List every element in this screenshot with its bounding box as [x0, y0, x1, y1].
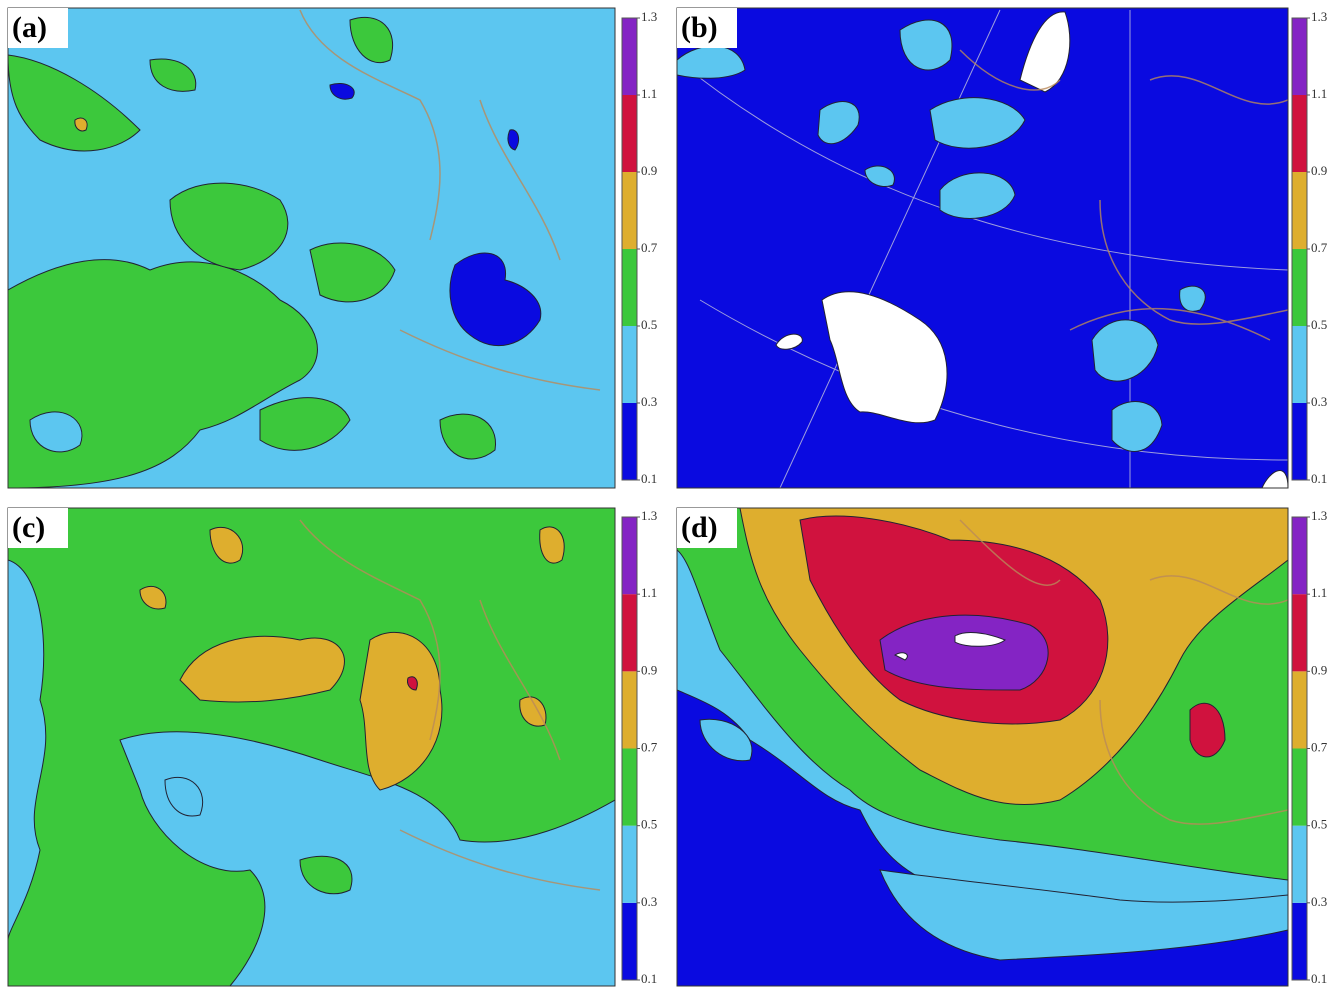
colorbar-tick-label: 0.9: [641, 163, 657, 178]
colorbar-segment: [622, 172, 637, 249]
colorbar-tick-label: 0.3: [1311, 894, 1327, 909]
colorbar-segment: [622, 95, 637, 172]
colorbar-segment: [1292, 594, 1307, 671]
colorbar-segment: [622, 749, 637, 826]
colorbar-segment: [1292, 249, 1307, 326]
colorbar-segment: [622, 326, 637, 403]
colorbar-tick-label: 0.7: [1311, 739, 1328, 754]
colorbar-segment: [1292, 671, 1307, 748]
colorbar-tick-label: 1.3: [641, 508, 657, 523]
colorbar-tick-label: 1.3: [641, 9, 657, 24]
colorbar-tick-label: 0.9: [1311, 163, 1327, 178]
page: {"panels": [{"label": "(a)"}, {"label": …: [0, 0, 1343, 990]
colorbar-tick-label: 1.1: [1311, 86, 1327, 101]
colorbar-tick-label: 0.3: [641, 394, 657, 409]
colorbar-tick-label: 0.5: [1311, 817, 1327, 832]
colorbar-tick-label: 1.3: [1311, 508, 1327, 523]
panel-label: (a): [12, 11, 47, 44]
colorbar-segment: [622, 903, 637, 980]
colorbar-segment: [622, 826, 637, 903]
colorbar-segment: [622, 671, 637, 748]
colorbar-tick-label: 0.3: [641, 894, 657, 909]
colorbar-segment: [622, 18, 637, 95]
colorbar-segment: [1292, 326, 1307, 403]
colorbar-tick-label: 0.9: [1311, 662, 1327, 677]
colorbar-tick-label: 0.5: [641, 317, 657, 332]
map-d: [677, 508, 1288, 986]
map-c: [8, 508, 615, 986]
colorbar-tick-label: 0.7: [641, 240, 658, 255]
colorbar-segment: [1292, 749, 1307, 826]
colorbar-tick-label: 0.1: [1311, 971, 1327, 986]
colorbar-tick-label: 0.1: [641, 471, 657, 486]
colorbar-segment: [622, 249, 637, 326]
colorbar-segment: [1292, 903, 1307, 980]
colorbar-segment: [622, 594, 637, 671]
figure: (a) 0.1 0.3 0.5 0.7 0.9 1.1 1.3 (b) 0.1 0.3 0.5 0.7 0…: [0, 0, 1343, 990]
colorbar-tick-label: 0.5: [1311, 317, 1327, 332]
panel-label: (b): [681, 11, 718, 44]
colorbar-segment: [622, 403, 637, 480]
colorbar-tick-label: 0.9: [641, 662, 657, 677]
map-a: [8, 8, 615, 488]
colorbar-segment: [1292, 18, 1307, 95]
colorbar-tick-label: 1.1: [1311, 585, 1327, 600]
colorbar-tick-label: 0.3: [1311, 394, 1327, 409]
colorbar-tick-label: 1.1: [641, 86, 657, 101]
colorbar-tick-label: 0.1: [641, 971, 657, 986]
colorbar-tick-label: 1.3: [1311, 9, 1327, 24]
panel-label: (c): [12, 511, 45, 544]
colorbar-tick-label: 0.5: [641, 817, 657, 832]
colorbar-tick-label: 0.7: [641, 739, 658, 754]
colorbar-tick-label: 1.1: [641, 585, 657, 600]
colorbar-segment: [1292, 826, 1307, 903]
panel-label: (d): [681, 511, 718, 544]
colorbar-segment: [1292, 95, 1307, 172]
colorbar-segment: [622, 517, 637, 594]
colorbar-segment: [1292, 517, 1307, 594]
colorbar-segment: [1292, 403, 1307, 480]
colorbar-tick-label: 0.1: [1311, 471, 1327, 486]
colorbar-segment: [1292, 172, 1307, 249]
map-b: [677, 8, 1288, 488]
colorbar-tick-label: 0.7: [1311, 240, 1328, 255]
